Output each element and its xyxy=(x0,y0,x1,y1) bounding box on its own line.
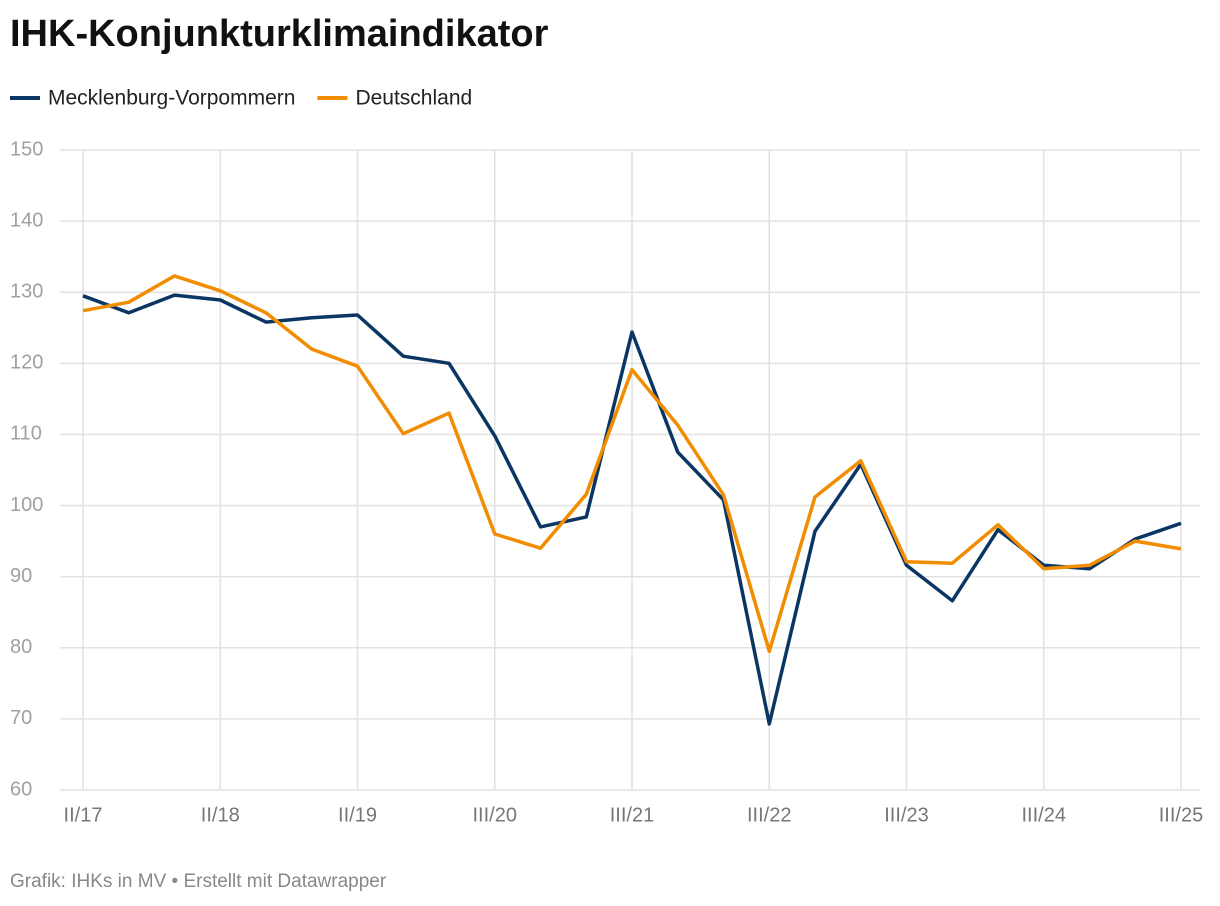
x-tick-label: III/20 xyxy=(473,804,517,826)
chart-title: IHK-Konjunkturklimaindikator xyxy=(10,13,549,55)
y-tick-label: 140 xyxy=(10,209,43,231)
y-tick-label: 80 xyxy=(10,636,32,658)
source-note: Grafik: IHKs in MV • Erstellt mit Datawr… xyxy=(10,871,387,892)
y-tick-label: 110 xyxy=(10,423,42,445)
x-tick-label: III/24 xyxy=(1022,804,1066,826)
x-tick-label: II/19 xyxy=(338,804,377,826)
x-tick-label: III/22 xyxy=(747,804,791,826)
legend-label: Deutschland xyxy=(355,87,472,110)
y-tick-label: 130 xyxy=(10,281,43,303)
x-tick-label: III/21 xyxy=(610,804,654,826)
y-tick-label: 90 xyxy=(10,565,32,587)
y-tick-label: 100 xyxy=(10,494,43,516)
y-tick-label: 150 xyxy=(10,138,43,160)
y-tick-label: 70 xyxy=(10,707,32,729)
x-tick-label: III/25 xyxy=(1159,804,1203,826)
x-tick-label: II/17 xyxy=(64,804,103,826)
legend: Mecklenburg-Vorpommern Deutschland xyxy=(10,87,472,110)
x-tick-label: III/23 xyxy=(884,804,928,826)
series-line xyxy=(82,293,1182,726)
y-tick-label: 120 xyxy=(10,352,43,374)
y-tick-label: 60 xyxy=(10,778,32,800)
legend-label: Mecklenburg-Vorpommern xyxy=(48,87,295,110)
x-tick-label: II/18 xyxy=(201,804,240,826)
series-line xyxy=(82,274,1182,654)
